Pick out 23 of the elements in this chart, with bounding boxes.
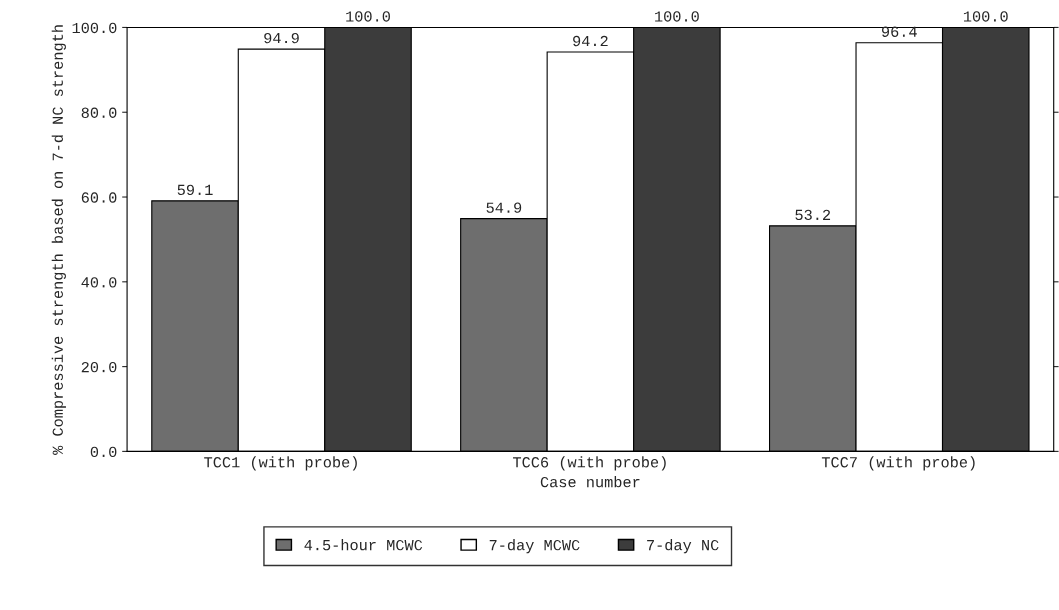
data-label: 100.0 xyxy=(963,11,1008,22)
legend-label: 4.5-hour MCWC xyxy=(304,539,423,551)
y-tick-label: 80.0 xyxy=(81,107,117,118)
y-axis-title: % Compressive strength based on 7-d NC strength xyxy=(51,25,66,455)
y-tick-label: 0.0 xyxy=(90,446,117,458)
data-label: 54.9 xyxy=(486,202,522,213)
y-tick-label: 40.0 xyxy=(81,277,117,288)
legend-label: 7-day MCWC xyxy=(489,539,580,554)
legend-label: 7-day NC xyxy=(647,539,719,554)
x-axis-title: Case number xyxy=(540,476,640,488)
x-tick-label: TCC1 (with probe) xyxy=(204,456,357,471)
data-label: 59.1 xyxy=(177,184,213,196)
data-label: 100.0 xyxy=(655,11,699,22)
y-tick-label: 100.0 xyxy=(72,22,117,34)
x-tick-label: TCC7 (with probe) xyxy=(821,456,975,471)
data-label: 100.0 xyxy=(346,11,390,22)
data-label: 94.9 xyxy=(264,32,299,44)
y-tick-label: 60.0 xyxy=(81,192,117,203)
y-tick-label: 20.0 xyxy=(81,361,117,373)
data-label: 96.4 xyxy=(881,26,917,37)
data-label: 53.2 xyxy=(795,209,831,221)
data-label: 94.2 xyxy=(573,35,608,47)
x-tick-label: TCC6 (with probe) xyxy=(513,456,666,471)
